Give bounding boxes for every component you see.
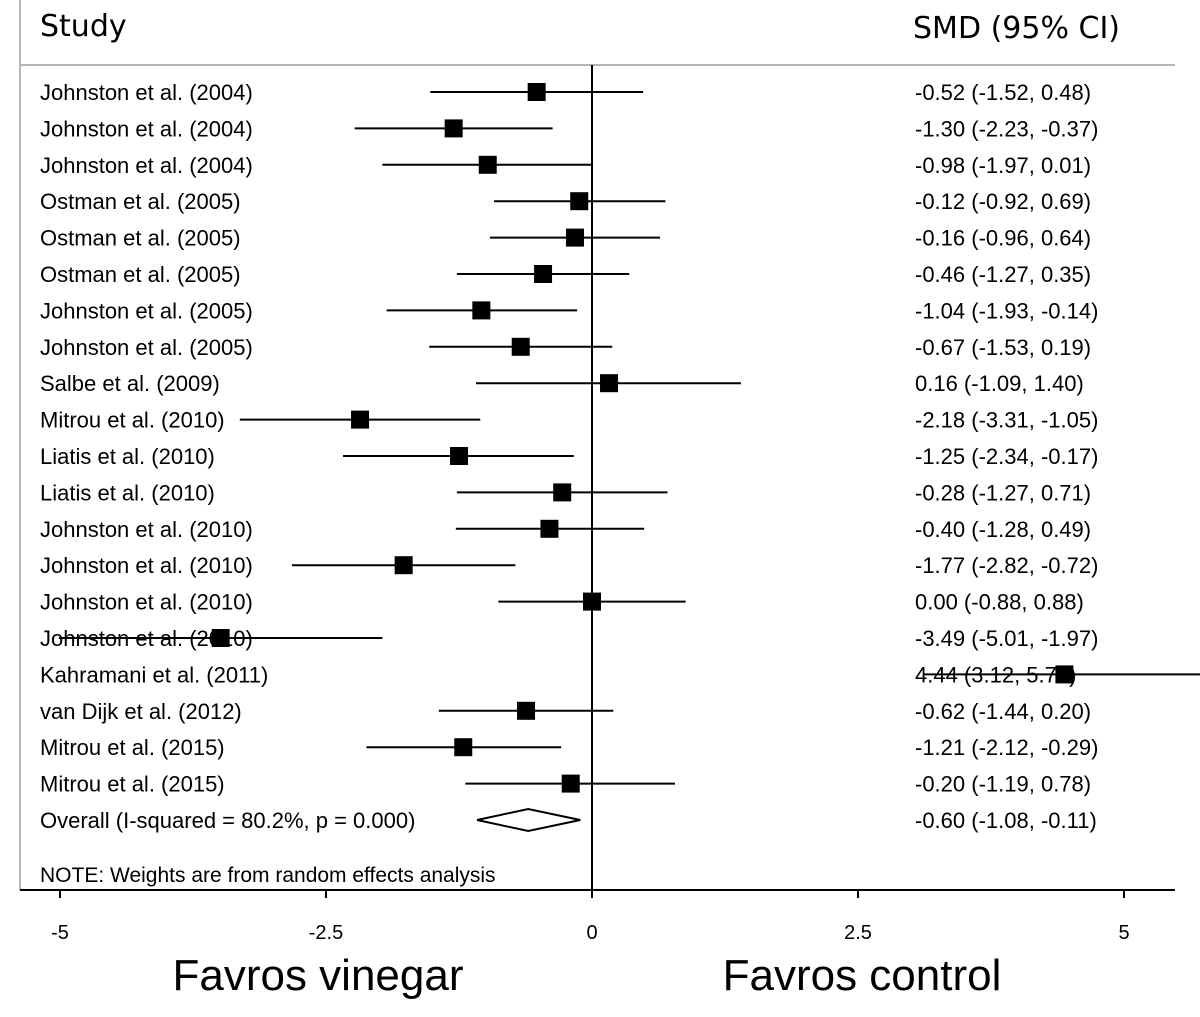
x-tick-label: -2.5 [309, 922, 343, 944]
study-label: Salbe et al. (2009) [40, 371, 220, 396]
effect-marker [517, 701, 536, 720]
effect-value: -3.49 (-5.01, -1.97) [915, 626, 1098, 651]
study-label: Ostman et al. (2005) [40, 189, 241, 214]
effect-value: -0.28 (-1.27, 0.71) [915, 480, 1091, 505]
overall-diamond [476, 807, 581, 833]
effect-marker [450, 447, 468, 465]
effect-marker [540, 519, 559, 538]
effect-marker [454, 738, 473, 757]
overall-label: Overall (I-squared = 80.2%, p = 0.000) [40, 808, 415, 833]
study-label: Johnston et al. (2010) [40, 590, 253, 615]
effect-value: -1.21 (-2.12, -0.29) [915, 735, 1098, 760]
weights-note: NOTE: Weights are from random effects an… [40, 864, 496, 887]
study-label: Mitrou et al. (2015) [40, 772, 225, 797]
effect-marker [511, 337, 530, 356]
x-ticks: -5 -2.5 0 2.5 5 [51, 890, 1130, 944]
effect-value: 4.44 (3.12, 5.76) [915, 662, 1076, 687]
effect-value: -0.52 (-1.52, 0.48) [915, 80, 1091, 105]
effect-marker [553, 483, 572, 502]
x-tick-label: -5 [51, 922, 69, 944]
effect-marker [1055, 665, 1074, 684]
effect-value: -0.46 (-1.27, 0.35) [915, 262, 1091, 287]
effect-value: 0.00 (-0.88, 0.88) [915, 590, 1084, 615]
effect-marker [211, 629, 230, 647]
effect-marker [478, 155, 497, 174]
effect-marker [444, 119, 463, 138]
study-label: Johnston et al. (2004) [40, 116, 253, 141]
x-tick-label: 5 [1118, 922, 1129, 944]
effect-marker [527, 83, 546, 101]
study-header: Study [40, 9, 127, 44]
left-direction-label: Favros vinegar [172, 951, 463, 1000]
study-label: Ostman et al. (2005) [40, 226, 241, 251]
study-rows: Johnston et al. (2004) -0.52 (-1.52, 0.48… [40, 80, 1200, 833]
effect-marker [351, 410, 370, 429]
effect-marker [600, 374, 619, 393]
x-tick-label: 2.5 [844, 922, 872, 944]
effect-value: -2.18 (-3.31, -1.05) [915, 408, 1098, 433]
study-label: Johnston et al. (2004) [40, 80, 253, 105]
effect-value: -1.77 (-2.82, -0.72) [915, 553, 1098, 578]
effect-value: -1.04 (-1.93, -0.14) [915, 298, 1098, 323]
study-label: Johnston et al. (2005) [40, 298, 253, 323]
study-label: Mitrou et al. (2015) [40, 735, 225, 760]
effect-value: -0.16 (-0.96, 0.64) [915, 226, 1091, 251]
study-label: Liatis et al. (2010) [40, 480, 215, 505]
effect-value: -0.67 (-1.53, 0.19) [915, 335, 1091, 360]
effect-marker [561, 774, 580, 793]
effect-marker [570, 192, 589, 211]
study-label: Johnston et al. (2010) [40, 553, 253, 578]
effect-marker [534, 265, 553, 283]
study-label: Kahramani et al. (2011) [40, 662, 268, 687]
study-label: Mitrou et al. (2010) [40, 408, 225, 433]
x-tick-label: 0 [586, 922, 597, 944]
study-label: Ostman et al. (2005) [40, 262, 241, 287]
study-label: van Dijk et al. (2012) [40, 699, 242, 724]
effect-value: -0.20 (-1.19, 0.78) [915, 772, 1091, 797]
study-label: Johnston et al. (2005) [40, 335, 253, 360]
effect-marker [394, 556, 413, 575]
overall-value: -0.60 (-1.08, -0.11) [915, 808, 1097, 833]
effect-value: -0.62 (-1.44, 0.20) [915, 699, 1091, 724]
effect-value: -0.98 (-1.97, 0.01) [915, 153, 1091, 178]
right-direction-label: Favros control [723, 951, 1002, 1000]
study-label: Liatis et al. (2010) [40, 444, 215, 469]
effect-value: 0.16 (-1.09, 1.40) [915, 371, 1084, 396]
study-label: Johnston et al. (2004) [40, 153, 253, 178]
effect-value: -0.12 (-0.92, 0.69) [915, 189, 1091, 214]
effect-marker [565, 228, 584, 247]
effect-value: -1.30 (-2.23, -0.37) [915, 116, 1098, 141]
effect-marker [472, 301, 491, 320]
effect-value: -1.25 (-2.34, -0.17) [915, 444, 1098, 469]
study-label: Johnston et al. (2010) [40, 517, 253, 542]
effect-header: SMD (95% CI) [913, 11, 1120, 46]
effect-value: -0.40 (-1.28, 0.49) [915, 517, 1091, 542]
